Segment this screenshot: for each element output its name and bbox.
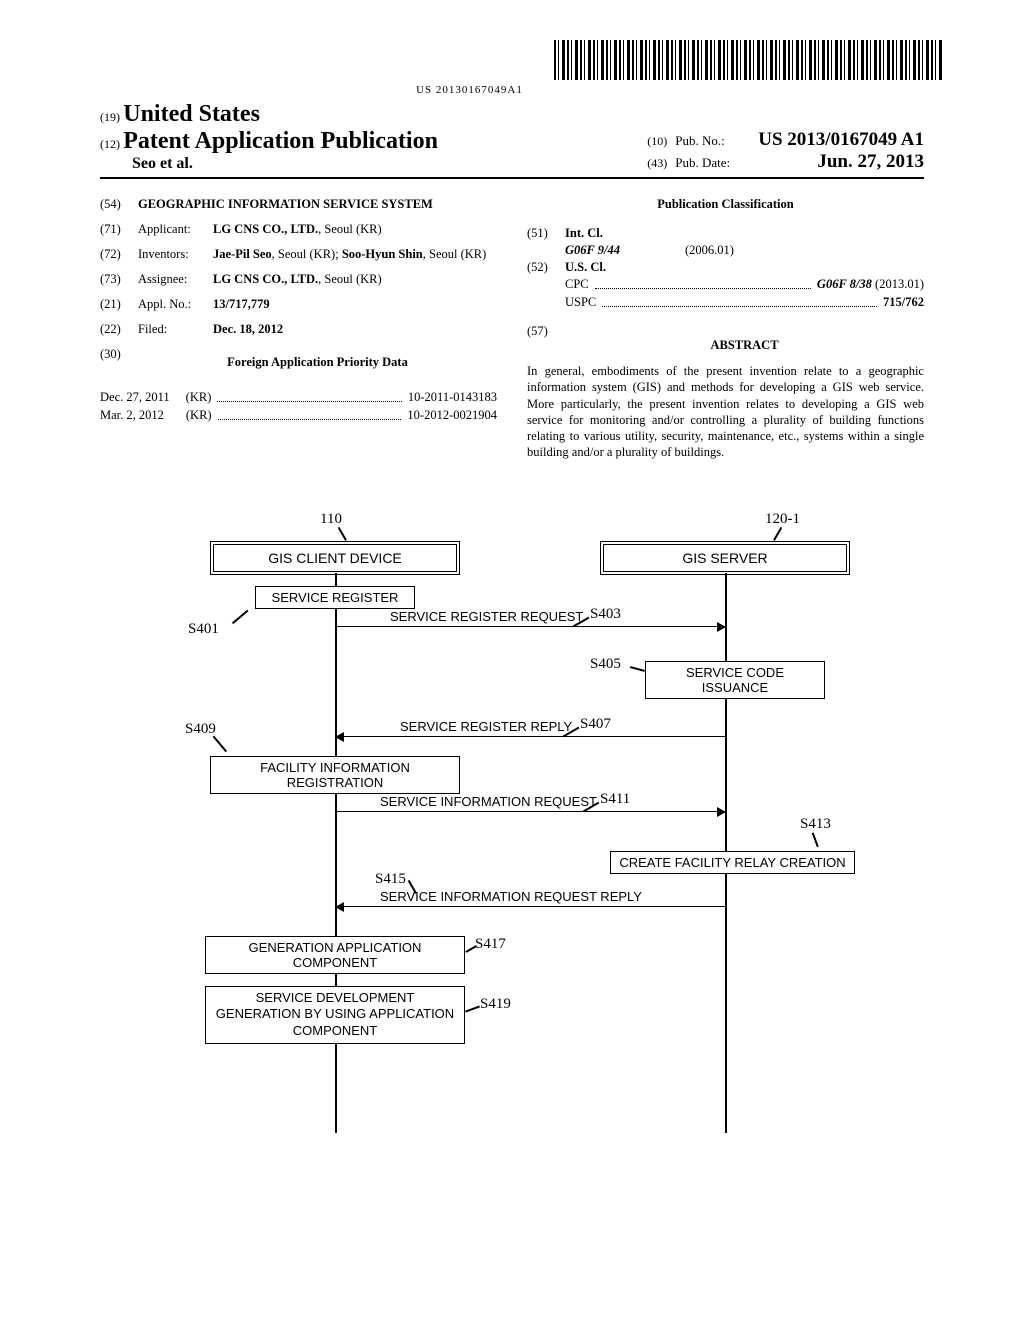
ref-s417: S417 xyxy=(475,936,506,953)
msg-s407: SERVICE REGISTER REPLY xyxy=(400,719,572,734)
uscl-code: (52) xyxy=(527,260,565,275)
cpc-year: (2013.01) xyxy=(872,277,924,291)
abstract-code: (57) xyxy=(527,324,565,363)
pub-class-title: Publication Classification xyxy=(527,197,924,212)
assignee-loc: , Seoul (KR) xyxy=(318,272,382,286)
barcode-number: US 20130167049A1 xyxy=(100,84,839,96)
msg-s411: SERVICE INFORMATION REQUEST xyxy=(380,794,597,809)
code-12: (12) xyxy=(100,137,120,151)
ref-s405: S405 xyxy=(590,656,621,673)
uspc: 715/762 xyxy=(883,295,924,310)
foreign-row: Dec. 27, 2011 (KR) 10-2011-0143183 xyxy=(100,390,497,405)
foreign-code: (30) xyxy=(100,347,138,380)
code-19: (19) xyxy=(100,110,120,124)
ref-s407: S407 xyxy=(580,716,611,733)
intcl-code: (51) xyxy=(527,226,565,241)
ref-110: 110 xyxy=(320,511,342,528)
gis-server: GIS SERVER xyxy=(600,541,850,575)
ref-s401: S401 xyxy=(188,621,219,638)
foreign-title: Foreign Application Priority Data xyxy=(138,355,497,370)
intcl-label: Int. Cl. xyxy=(565,226,924,241)
pub-type: Patent Application Publication xyxy=(123,128,438,154)
barcode-area: US 20130167049A1 xyxy=(100,40,944,96)
applno-label: Appl. No.: xyxy=(138,297,213,312)
foreign-date-1: Mar. 2, 2012 xyxy=(100,408,164,423)
title-code: (54) xyxy=(100,197,138,212)
inventors-code: (72) xyxy=(100,247,138,262)
assignee: LG CNS CO., LTD. xyxy=(213,272,318,286)
left-column: (54) GEOGRAPHIC INFORMATION SERVICE SYST… xyxy=(100,197,497,461)
gis-client-device: GIS CLIENT DEVICE xyxy=(210,541,460,575)
abstract-text: In general, embodiments of the present i… xyxy=(527,363,924,461)
inventor2-loc: , Seoul (KR) xyxy=(423,247,487,261)
intcl-year: (2006.01) xyxy=(685,243,734,258)
cpc-label: CPC xyxy=(565,277,589,292)
authors: Seo et al. xyxy=(100,155,438,173)
foreign-date-0: Dec. 27, 2011 xyxy=(100,390,170,405)
assignee-code: (73) xyxy=(100,272,138,287)
pubdate: Jun. 27, 2013 xyxy=(817,151,924,173)
header: (19) United States (12) Patent Applicati… xyxy=(100,101,924,179)
inventor2: Soo-Hyun Shin xyxy=(342,247,423,261)
ref-s419: S419 xyxy=(480,996,511,1013)
ref-s409: S409 xyxy=(185,721,216,738)
create-facility-relay: CREATE FACILITY RELAY CREATION xyxy=(610,851,855,874)
applno: 13/717,779 xyxy=(213,297,497,312)
generation-app-component: GENERATION APPLICATION COMPONENT xyxy=(205,936,465,974)
applicant-loc: , Seoul (KR) xyxy=(318,222,382,236)
applno-code: (21) xyxy=(100,297,138,312)
code-10: (10) xyxy=(647,134,667,149)
service-code-issuance: SERVICE CODE ISSUANCE xyxy=(645,661,825,699)
applicant: LG CNS CO., LTD. xyxy=(213,222,318,236)
uspc-label: USPC xyxy=(565,295,596,310)
inventor1: Jae-Pil Seo xyxy=(213,247,272,261)
service-dev-generation: SERVICE DEVELOPMENT GENERATION BY USING … xyxy=(205,986,465,1045)
pubno: US 2013/0167049 A1 xyxy=(758,129,924,151)
inventors-label: Inventors: xyxy=(138,247,213,262)
right-column: Publication Classification (51) Int. Cl.… xyxy=(527,197,924,461)
ref-s415: S415 xyxy=(375,871,406,888)
sequence-diagram: 110 120-1 GIS CLIENT DEVICE GIS SERVER S… xyxy=(100,511,924,1131)
inventor1-loc: , Seoul (KR); xyxy=(272,247,342,261)
filed-code: (22) xyxy=(100,322,138,337)
title: GEOGRAPHIC INFORMATION SERVICE SYSTEM xyxy=(138,197,497,212)
pubdate-label: Pub. Date: xyxy=(675,155,750,171)
foreign-row: Mar. 2, 2012 (KR) 10-2012-0021904 xyxy=(100,408,497,423)
foreign-num-0: 10-2011-0143183 xyxy=(408,390,497,405)
msg-s403: SERVICE REGISTER REQUEST xyxy=(390,609,583,624)
filed-label: Filed: xyxy=(138,322,213,337)
service-register-box: SERVICE REGISTER xyxy=(255,586,415,609)
pubno-label: Pub. No.: xyxy=(675,133,750,149)
bibliographic-data: (54) GEOGRAPHIC INFORMATION SERVICE SYST… xyxy=(100,197,924,461)
code-43: (43) xyxy=(647,156,667,171)
foreign-country-0: (KR) xyxy=(186,390,212,405)
filed: Dec. 18, 2012 xyxy=(213,322,497,337)
foreign-country-1: (KR) xyxy=(186,408,212,423)
country: United States xyxy=(123,101,260,127)
abstract-title: ABSTRACT xyxy=(565,338,924,353)
foreign-num-1: 10-2012-0021904 xyxy=(407,408,497,423)
ref-120: 120-1 xyxy=(765,511,800,528)
msg-s415: SERVICE INFORMATION REQUEST REPLY xyxy=(380,889,642,904)
applicant-code: (71) xyxy=(100,222,138,237)
intcl: G06F 9/44 xyxy=(565,243,685,258)
cpc: G06F 8/38 xyxy=(817,277,872,291)
ref-s413: S413 xyxy=(800,816,831,833)
assignee-label: Assignee: xyxy=(138,272,213,287)
applicant-label: Applicant: xyxy=(138,222,213,237)
ref-s411: S411 xyxy=(600,791,630,808)
uscl-label: U.S. Cl. xyxy=(565,260,924,275)
barcode xyxy=(554,40,944,80)
facility-info-registration: FACILITY INFORMATION REGISTRATION xyxy=(210,756,460,794)
ref-s403: S403 xyxy=(590,606,621,623)
